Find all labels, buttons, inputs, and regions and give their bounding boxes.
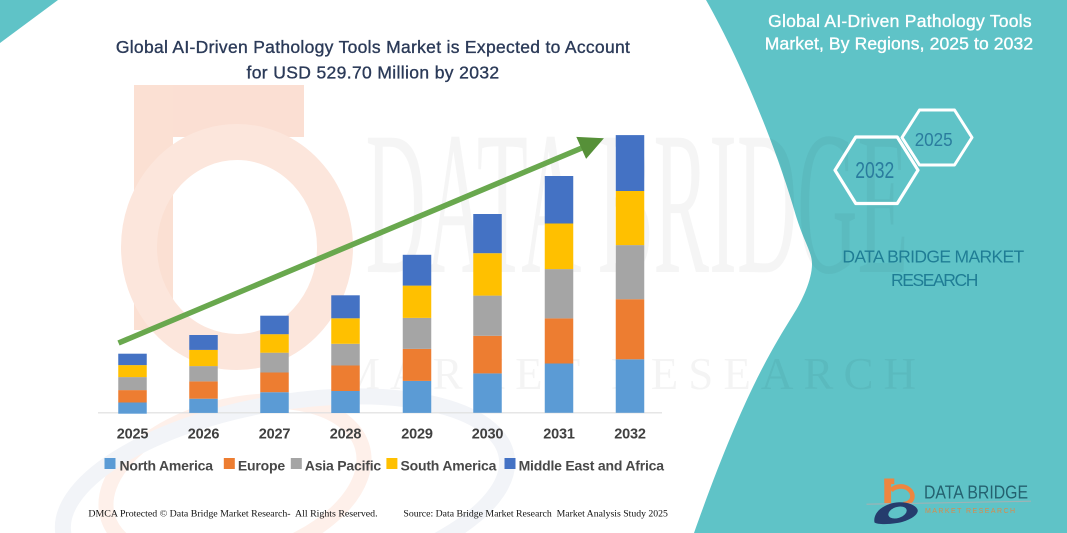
svg-text:South America: South America <box>401 458 497 474</box>
svg-text:2028: 2028 <box>330 427 362 443</box>
svg-text:2025: 2025 <box>915 129 953 150</box>
svg-text:Global AI-Driven Pathology Too: Global AI-Driven Pathology Tools <box>768 11 1032 31</box>
svg-text:Market, By Regions, 2025 to 20: Market, By Regions, 2025 to 2032 <box>765 34 1033 54</box>
svg-text:2032: 2032 <box>855 157 894 183</box>
svg-text:DATA BRIDGE MARKET: DATA BRIDGE MARKET <box>842 247 1024 267</box>
svg-text:2027: 2027 <box>259 427 291 443</box>
svg-text:2029: 2029 <box>401 427 433 443</box>
svg-text:Asia Pacific: Asia Pacific <box>305 458 382 474</box>
svg-text:Global AI-Driven Pathology Too: Global AI-Driven Pathology Tools Market … <box>116 37 630 57</box>
svg-text:Middle East and Africa: Middle East and Africa <box>519 458 665 474</box>
svg-text:2032: 2032 <box>614 427 646 443</box>
svg-text:DATA BRIDGE: DATA BRIDGE <box>924 483 1028 503</box>
svg-text:2030: 2030 <box>472 427 504 443</box>
svg-text:2025: 2025 <box>117 427 149 443</box>
svg-text:2026: 2026 <box>188 427 220 443</box>
svg-text:for USD 529.70 Million by 2032: for USD 529.70 Million by 2032 <box>246 63 499 83</box>
svg-text:MARKET RESEARCH: MARKET RESEARCH <box>925 508 1015 515</box>
svg-text:RESEARCH: RESEARCH <box>891 270 978 290</box>
svg-text:Source: Data Bridge Market Res: Source: Data Bridge Market Research Mark… <box>403 509 668 520</box>
svg-text:2031: 2031 <box>543 427 575 443</box>
svg-text:Europe: Europe <box>238 458 285 474</box>
svg-text:DMCA Protected © Data Bridge M: DMCA Protected © Data Bridge Market Rese… <box>88 509 377 520</box>
svg-text:North America: North America <box>120 458 214 474</box>
